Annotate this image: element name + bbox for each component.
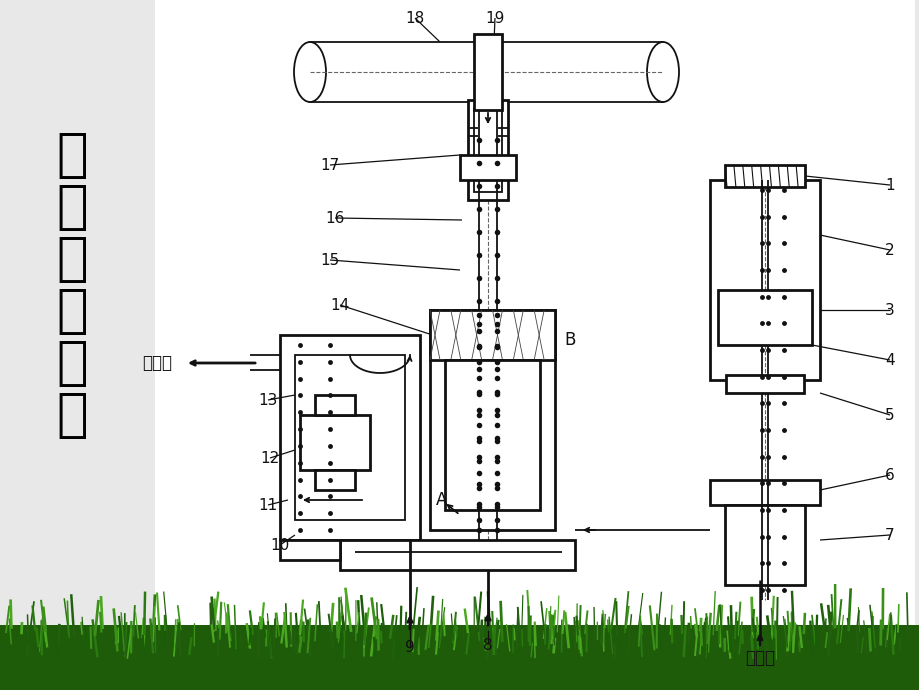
Text: 给: 给 xyxy=(56,285,87,337)
Text: 11: 11 xyxy=(258,497,278,513)
Bar xyxy=(717,290,811,345)
Text: 14: 14 xyxy=(330,297,349,313)
Bar xyxy=(279,335,420,540)
Text: 6: 6 xyxy=(884,468,894,482)
Text: 17: 17 xyxy=(320,157,339,172)
Text: B: B xyxy=(563,331,575,349)
Bar xyxy=(709,180,819,380)
Text: 13: 13 xyxy=(258,393,278,408)
Bar xyxy=(429,310,554,530)
Bar xyxy=(724,165,804,187)
Bar xyxy=(0,625,919,690)
Text: 10: 10 xyxy=(270,538,289,553)
Bar xyxy=(429,310,554,360)
Text: 16: 16 xyxy=(325,210,345,226)
Text: 系: 系 xyxy=(56,337,87,389)
Text: 供: 供 xyxy=(56,233,87,285)
Text: A: A xyxy=(436,491,448,509)
Bar xyxy=(295,355,404,520)
Text: 3: 3 xyxy=(884,302,894,317)
Text: 油: 油 xyxy=(56,181,87,233)
Text: 2: 2 xyxy=(884,242,894,257)
Text: 12: 12 xyxy=(260,451,279,466)
Bar xyxy=(340,540,574,570)
Text: 5: 5 xyxy=(884,408,894,422)
Bar xyxy=(314,470,355,490)
Text: 19: 19 xyxy=(485,10,505,26)
Text: 18: 18 xyxy=(405,10,425,26)
Bar xyxy=(460,155,516,180)
Text: 燃: 燃 xyxy=(56,129,87,181)
Ellipse shape xyxy=(294,42,325,102)
Bar xyxy=(300,415,369,470)
Bar xyxy=(154,0,914,640)
Bar xyxy=(473,34,502,110)
Text: 7: 7 xyxy=(884,527,894,542)
Text: 15: 15 xyxy=(320,253,339,268)
Bar xyxy=(725,375,803,393)
Bar xyxy=(279,540,340,560)
Bar xyxy=(724,505,804,585)
Text: 8: 8 xyxy=(482,638,493,653)
Bar xyxy=(468,100,507,200)
Text: 统: 统 xyxy=(56,389,87,441)
Bar xyxy=(445,360,539,510)
Text: 9: 9 xyxy=(404,640,414,656)
Text: 1: 1 xyxy=(884,177,894,193)
Text: 进油口: 进油口 xyxy=(744,649,774,667)
Ellipse shape xyxy=(646,42,678,102)
Bar xyxy=(310,42,474,102)
Bar xyxy=(709,480,819,505)
Bar xyxy=(473,108,502,192)
Text: 出油口: 出油口 xyxy=(142,354,172,372)
Bar xyxy=(487,42,663,102)
Bar xyxy=(314,395,355,415)
Text: 4: 4 xyxy=(884,353,894,368)
